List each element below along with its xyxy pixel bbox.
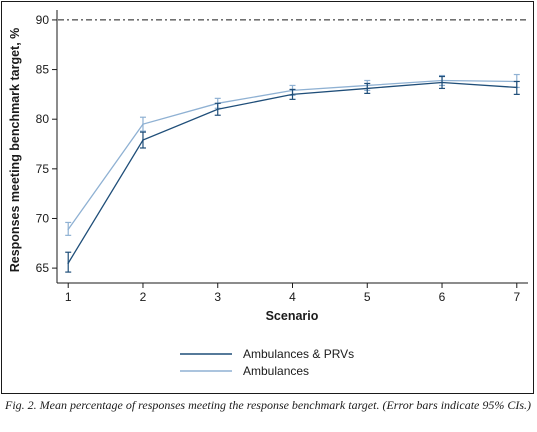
legend-label: Ambulances & PRVs bbox=[243, 347, 354, 361]
line-chart: 65 70 75 80 85 90 1 2 3 4 5 6 7 Scenario Responses … bbox=[8, 10, 528, 378]
legend-item: Ambulances & PRVs bbox=[180, 347, 354, 361]
error-bar bbox=[439, 75, 446, 90]
series-line bbox=[67, 81, 517, 264]
x-tick-label: 5 bbox=[364, 290, 371, 304]
error-bar bbox=[65, 221, 72, 236]
error-bar bbox=[139, 116, 146, 132]
data-point bbox=[142, 139, 144, 141]
figure-frame bbox=[1, 1, 534, 394]
y-tick-label: 85 bbox=[36, 63, 50, 77]
x-tick-label: 6 bbox=[439, 290, 446, 304]
data-point bbox=[142, 123, 144, 125]
error-bar bbox=[139, 131, 146, 149]
error-bar bbox=[214, 102, 221, 116]
x-tick-label: 4 bbox=[289, 290, 296, 304]
figure-caption: Fig. 2. Mean percentage of responses mee… bbox=[5, 398, 532, 412]
legend: Ambulances & PRVs Ambulances bbox=[180, 347, 354, 378]
y-tick-label: 75 bbox=[36, 162, 50, 176]
y-tick-label: 70 bbox=[36, 211, 50, 225]
legend-label: Ambulances bbox=[243, 364, 309, 378]
data-point bbox=[291, 93, 294, 96]
y-tick-label: 80 bbox=[36, 112, 50, 126]
y-tick-label: 65 bbox=[36, 261, 50, 275]
error-bar bbox=[289, 88, 296, 100]
x-tick-label: 1 bbox=[65, 290, 72, 304]
x-tick-label: 7 bbox=[513, 290, 520, 304]
x-tick-label: 3 bbox=[214, 290, 221, 304]
y-ticks: 65 70 75 80 85 90 bbox=[36, 13, 57, 275]
x-tick-label: 2 bbox=[140, 290, 147, 304]
data-point bbox=[366, 87, 369, 90]
y-axis-label: Responses meeting benchmark target, % bbox=[8, 28, 22, 273]
data-point bbox=[515, 86, 518, 89]
legend-item: Ambulances bbox=[180, 364, 309, 378]
error-bar bbox=[364, 82, 371, 94]
series-group bbox=[65, 73, 520, 273]
data-point bbox=[441, 81, 443, 84]
error-bar bbox=[65, 251, 72, 273]
series-1 bbox=[65, 75, 520, 273]
data-point bbox=[67, 262, 70, 264]
x-ticks: 1 2 3 4 5 6 7 bbox=[65, 283, 520, 304]
series-line bbox=[67, 79, 517, 230]
error-bar bbox=[513, 80, 520, 95]
data-point bbox=[216, 108, 219, 111]
x-axis-label: Scenario bbox=[266, 309, 319, 323]
y-tick-label: 90 bbox=[36, 13, 50, 27]
data-point bbox=[67, 228, 70, 231]
